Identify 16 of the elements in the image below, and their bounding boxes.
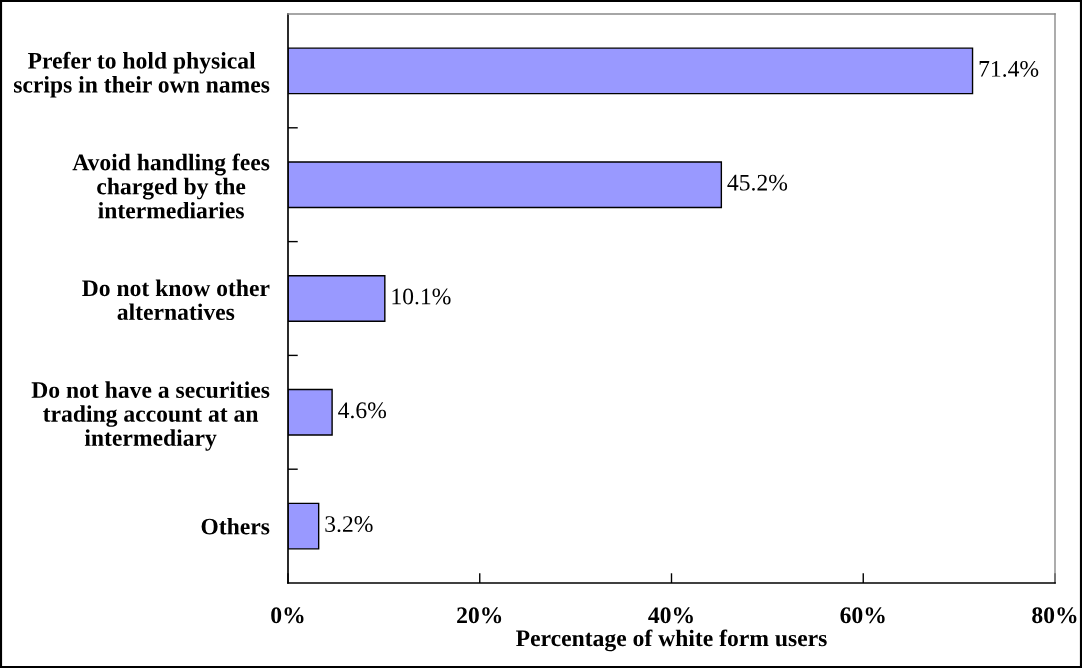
y-tick-label: Do not know other alternatives — [82, 279, 270, 321]
y-tick-label: Prefer to hold physical scrips in their own names — [13, 51, 270, 98]
x-axis-title: Percentage of white form users — [516, 629, 827, 652]
y-tick-label: Others — [201, 517, 270, 535]
x-tick-label: 20% — [457, 607, 502, 624]
x-tick-label: 0% — [271, 607, 304, 624]
data-label: 3.2% — [325, 516, 373, 533]
data-label: 45.2% — [727, 174, 788, 191]
data-label: 10.1% — [392, 288, 451, 305]
x-tick-label: 80% — [1032, 607, 1077, 624]
x-tick-label: 60% — [840, 607, 885, 624]
data-label: 71.4% — [979, 60, 1039, 77]
y-tick-label: Avoid handling fees charged by the intermediaries — [72, 153, 270, 219]
y-tick-label: Do not have a securities trading account at an intermediary — [31, 381, 270, 451]
data-label: 4.6% — [338, 402, 387, 419]
x-tick-label: 40% — [648, 607, 693, 624]
